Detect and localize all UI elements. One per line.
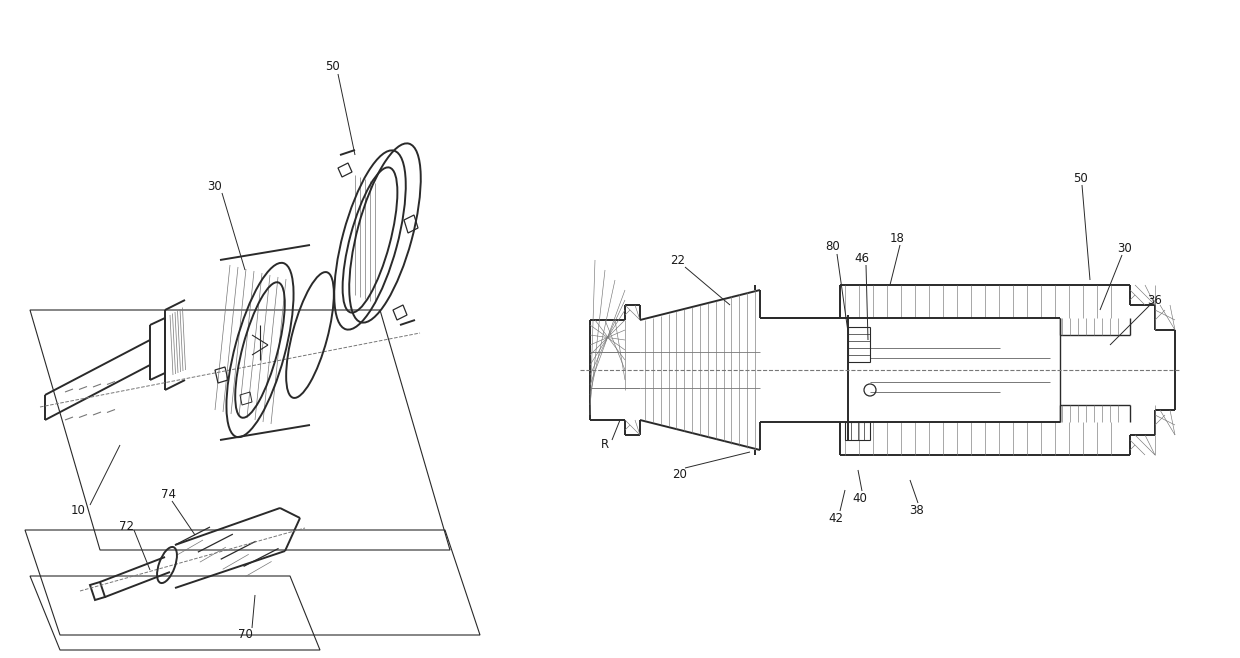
- Text: 20: 20: [672, 468, 687, 482]
- Text: 46: 46: [854, 251, 869, 265]
- Text: 72: 72: [119, 520, 134, 532]
- Text: 30: 30: [207, 180, 222, 193]
- Text: 40: 40: [853, 492, 868, 505]
- Text: 30: 30: [1117, 241, 1132, 255]
- Text: 22: 22: [671, 253, 686, 266]
- Text: R: R: [601, 438, 609, 451]
- Text: 18: 18: [889, 232, 904, 245]
- Text: 38: 38: [910, 503, 924, 517]
- Text: 74: 74: [160, 488, 176, 501]
- Text: 50: 50: [1073, 172, 1087, 184]
- Text: 80: 80: [826, 241, 841, 253]
- Text: 10: 10: [71, 503, 86, 517]
- Text: 70: 70: [238, 628, 253, 642]
- Text: 36: 36: [1147, 293, 1162, 307]
- Text: 42: 42: [828, 511, 843, 524]
- Text: 50: 50: [326, 61, 340, 74]
